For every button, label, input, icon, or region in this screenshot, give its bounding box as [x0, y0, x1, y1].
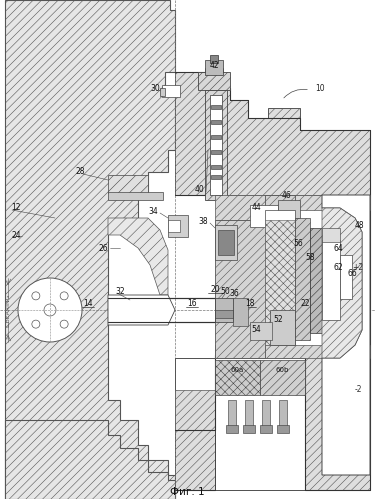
Bar — [210, 55, 218, 63]
Text: 32: 32 — [115, 287, 125, 296]
Bar — [211, 120, 221, 124]
Text: 58: 58 — [305, 253, 315, 262]
Polygon shape — [322, 208, 362, 358]
Bar — [218, 230, 234, 255]
Text: 46: 46 — [282, 192, 292, 201]
Text: 40: 40 — [194, 186, 204, 195]
Bar — [295, 218, 310, 340]
Polygon shape — [175, 72, 370, 195]
Bar — [340, 255, 352, 299]
Text: 18: 18 — [245, 299, 255, 308]
Bar — [108, 175, 148, 193]
Bar — [260, 425, 272, 433]
Text: 52: 52 — [273, 315, 283, 324]
Polygon shape — [215, 195, 295, 358]
Bar — [265, 220, 295, 345]
Bar — [270, 310, 295, 345]
Bar — [279, 400, 287, 430]
Text: 50: 50 — [220, 287, 230, 296]
Text: 30: 30 — [150, 83, 160, 92]
Text: 36: 36 — [229, 288, 239, 297]
Polygon shape — [215, 195, 370, 220]
Circle shape — [60, 320, 68, 328]
Polygon shape — [5, 0, 175, 499]
Text: 28: 28 — [75, 168, 85, 177]
Bar — [265, 210, 295, 345]
Polygon shape — [305, 355, 370, 490]
Bar — [210, 95, 222, 195]
Bar — [198, 72, 230, 90]
Text: 66: 66 — [348, 268, 358, 277]
Text: 60a: 60a — [230, 367, 244, 373]
Bar — [322, 240, 340, 320]
Text: 38: 38 — [198, 218, 208, 227]
Bar — [160, 88, 165, 96]
Polygon shape — [260, 360, 305, 395]
Bar — [215, 298, 233, 322]
Text: 44: 44 — [252, 203, 262, 212]
Bar — [211, 135, 221, 139]
Bar — [205, 90, 227, 200]
Text: 26: 26 — [98, 244, 108, 252]
Text: 42: 42 — [209, 60, 219, 69]
Text: 64: 64 — [333, 244, 343, 252]
Circle shape — [60, 292, 68, 300]
Polygon shape — [322, 195, 370, 475]
Polygon shape — [175, 358, 305, 490]
Circle shape — [32, 292, 40, 300]
Text: L.BEARING: L.BEARING — [6, 293, 10, 327]
Bar — [211, 105, 221, 109]
Polygon shape — [108, 295, 175, 325]
Polygon shape — [215, 345, 370, 358]
Bar — [215, 225, 237, 260]
Bar — [108, 298, 368, 322]
Text: 22: 22 — [300, 299, 310, 308]
Bar — [278, 200, 300, 218]
Bar — [243, 425, 255, 433]
Bar — [211, 175, 221, 179]
Text: 24: 24 — [11, 232, 21, 241]
Text: 16: 16 — [187, 299, 197, 308]
Text: 10: 10 — [315, 83, 325, 92]
Text: +2: +2 — [352, 263, 363, 272]
Bar — [262, 400, 270, 430]
Bar — [245, 400, 253, 430]
Bar — [168, 220, 180, 232]
Polygon shape — [215, 360, 260, 395]
Bar — [277, 425, 289, 433]
Polygon shape — [5, 420, 175, 499]
Text: 34: 34 — [148, 208, 158, 217]
Bar — [310, 228, 322, 333]
Text: 60b: 60b — [275, 367, 289, 373]
Bar — [211, 150, 221, 154]
Circle shape — [32, 320, 40, 328]
Polygon shape — [108, 218, 168, 295]
Polygon shape — [175, 358, 215, 430]
Bar — [168, 215, 188, 237]
Bar — [233, 298, 248, 326]
Text: 12: 12 — [11, 204, 21, 213]
Text: 20: 20 — [210, 285, 220, 294]
Polygon shape — [175, 390, 215, 430]
Text: 48: 48 — [355, 221, 364, 230]
Bar — [211, 165, 221, 169]
Bar — [228, 400, 236, 430]
Text: Фиг. 1: Фиг. 1 — [170, 487, 204, 497]
Text: 14: 14 — [83, 299, 93, 308]
Text: -2: -2 — [354, 386, 362, 395]
Text: 62: 62 — [333, 263, 343, 272]
Circle shape — [18, 278, 82, 342]
Bar — [226, 425, 238, 433]
Circle shape — [44, 304, 56, 316]
Bar — [205, 60, 223, 75]
Bar — [215, 310, 233, 318]
Bar — [250, 205, 278, 227]
Bar — [250, 322, 272, 340]
Bar — [108, 192, 163, 200]
Text: 56: 56 — [293, 239, 303, 248]
Bar — [322, 228, 340, 242]
Polygon shape — [175, 430, 215, 490]
Bar — [162, 85, 180, 97]
Text: 54: 54 — [251, 325, 261, 334]
